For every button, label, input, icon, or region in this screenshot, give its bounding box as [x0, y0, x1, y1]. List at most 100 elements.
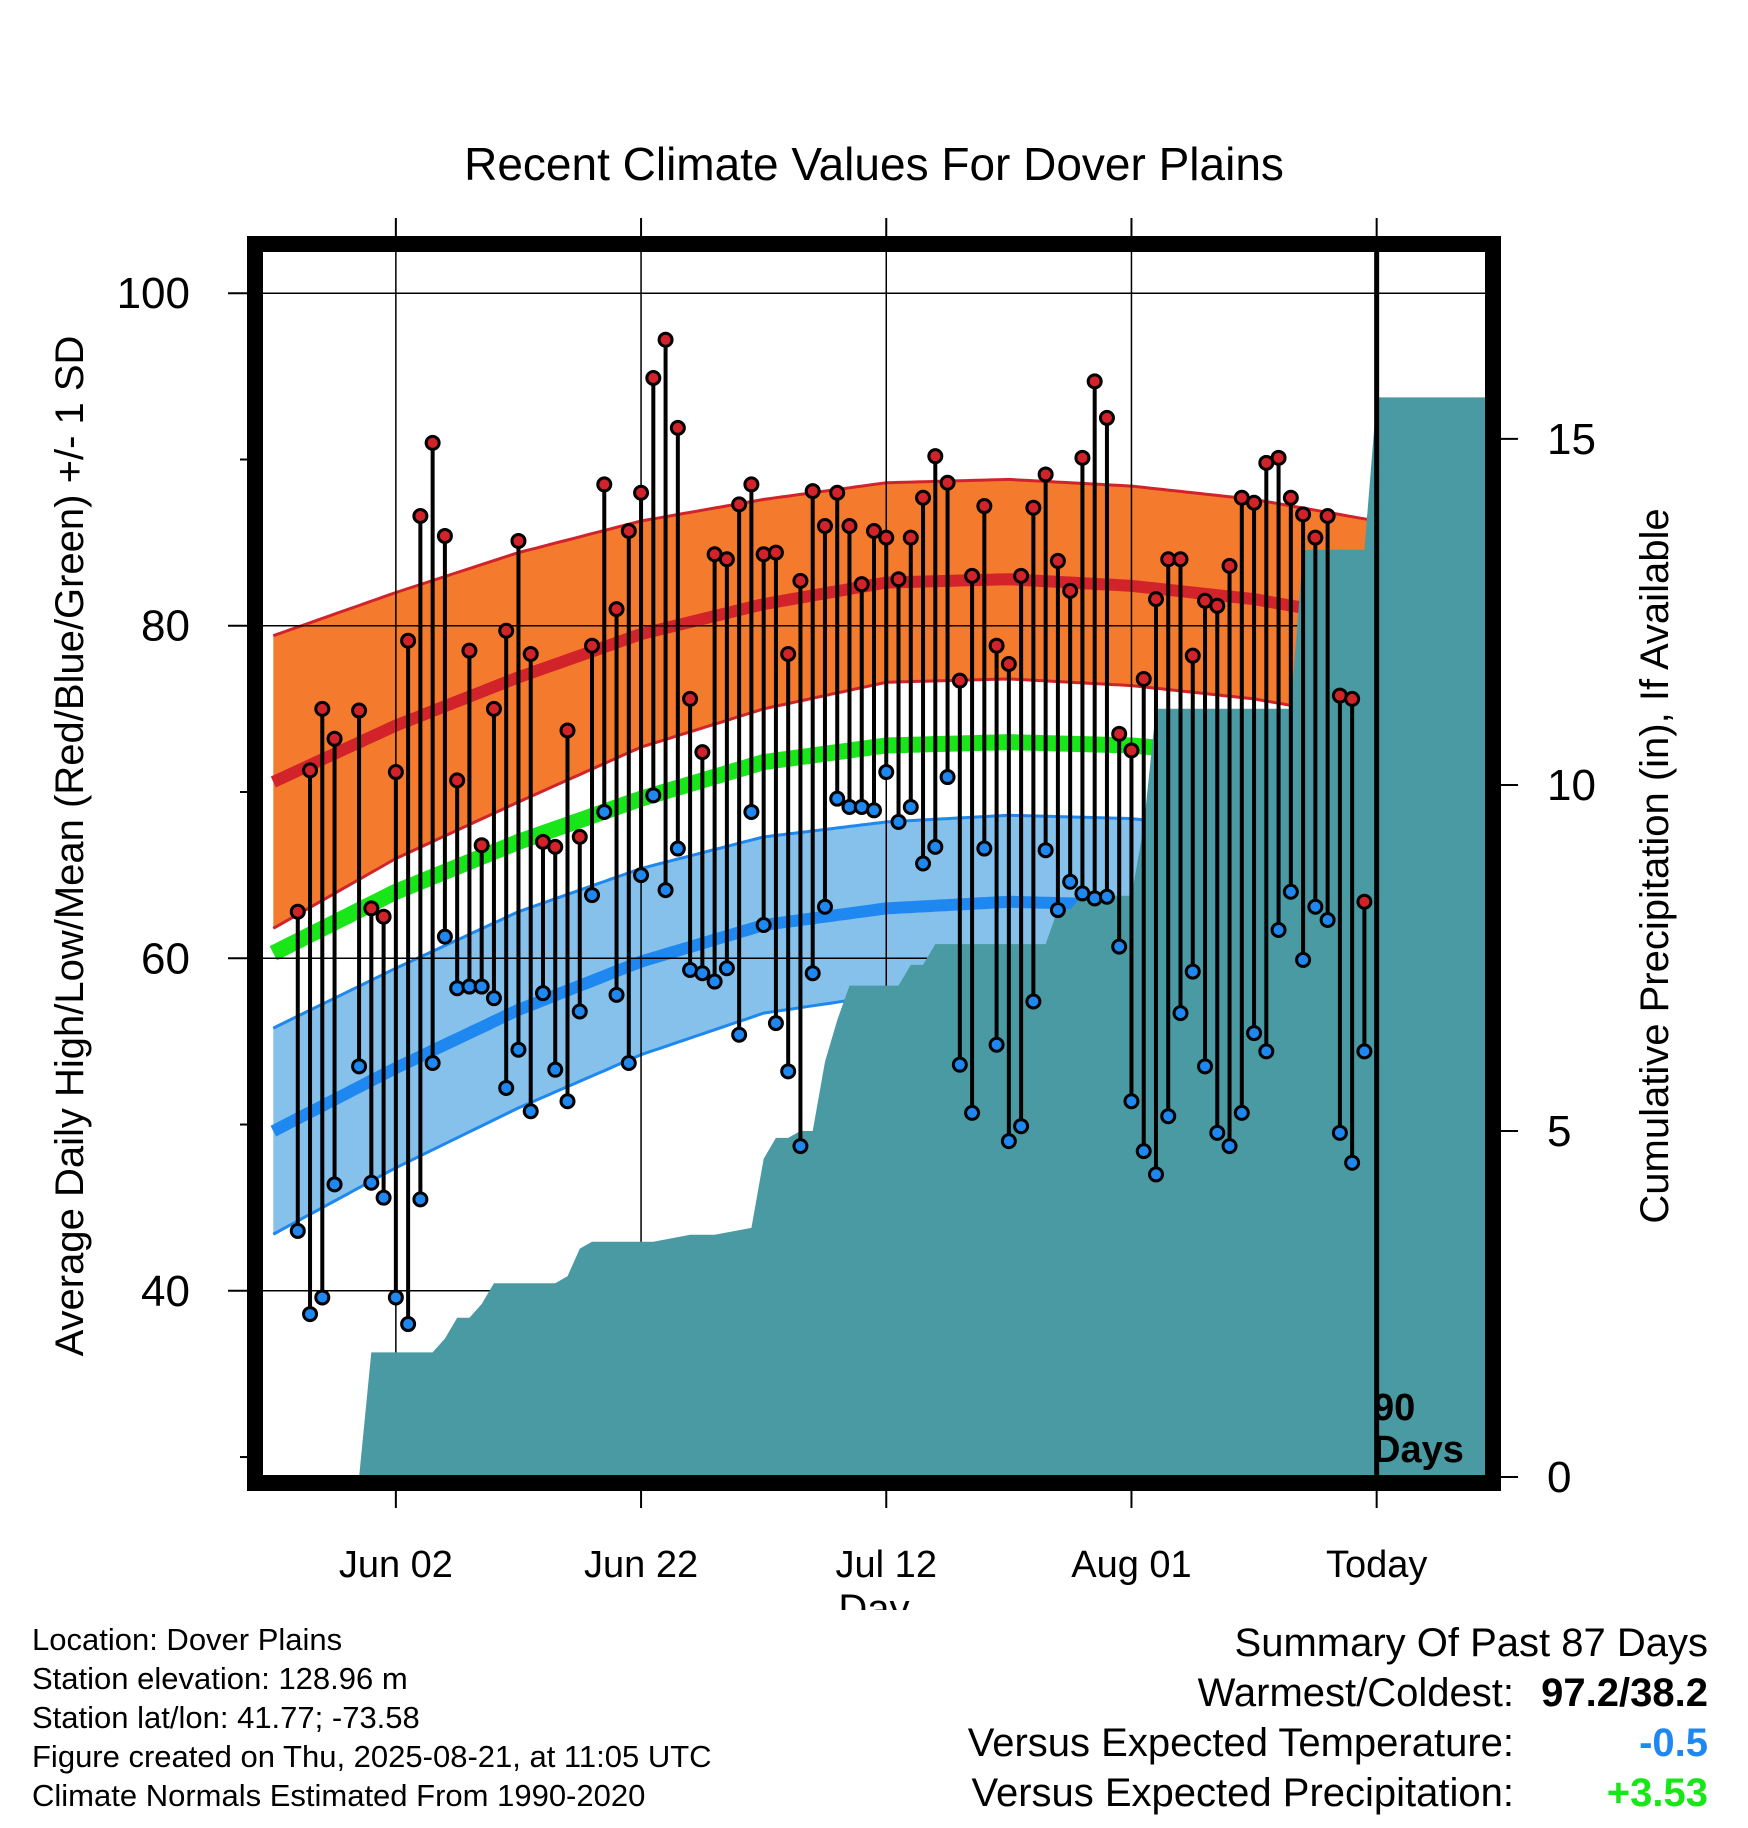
summary-precipitation: Versus Expected Precipitation: +3.53 [968, 1768, 1708, 1818]
daily-high-point [1147, 591, 1164, 608]
daily-low-point [584, 887, 601, 904]
summary-heading: Summary Of Past 87 Days [1234, 1621, 1708, 1665]
daily-high-point [1319, 508, 1336, 525]
daily-high-point [1025, 499, 1042, 516]
daily-high-point [485, 700, 502, 717]
daily-high-point [1123, 742, 1140, 759]
daily-low-point [1209, 1124, 1226, 1141]
daily-high-point [645, 370, 662, 387]
station-info: Location: Dover Plains Station elevation… [32, 1620, 712, 1815]
daily-low-point [1233, 1104, 1250, 1121]
station-elevation: Station elevation: 128.96 m [32, 1661, 408, 1696]
daily-high-point [915, 489, 932, 506]
daily-low-point [780, 1063, 797, 1080]
daily-low-point [314, 1289, 331, 1306]
daily-high-point [547, 838, 564, 855]
daily-high-point [731, 496, 748, 513]
daily-low-point [498, 1079, 515, 1096]
daily-high-point [682, 690, 699, 707]
daily-low-point [387, 1289, 404, 1306]
x-tick-label-3: Aug 01 [1071, 1544, 1191, 1586]
daily-low-point [302, 1306, 319, 1323]
daily-low-point [1123, 1093, 1140, 1110]
daily-low-point [988, 1036, 1005, 1053]
climate-chart: Recent Climate Values For Dover Plains J… [48, 138, 1677, 1610]
precip-vs-expected-label: Versus Expected Precipitation: [971, 1771, 1514, 1815]
daily-low-point [1331, 1124, 1348, 1141]
daily-low-point [1098, 888, 1115, 905]
daily-low-point [816, 898, 833, 915]
daily-low-point [1184, 963, 1201, 980]
daily-high-point [620, 522, 637, 539]
daily-low-point [1000, 1133, 1017, 1150]
daily-high-point [853, 576, 870, 593]
daily-low-point [804, 965, 821, 982]
daily-low-point [1356, 1043, 1373, 1060]
ticks-layer: Jun 02 Jun 22 Jul 12 Aug 01 Today10080604015… [117, 218, 1596, 1586]
station-latlon: Station lat/lon: 41.77; -73.58 [32, 1700, 420, 1735]
daily-low-point [1221, 1138, 1238, 1155]
daily-high-point [1356, 893, 1373, 910]
high-sd-upper-edge [272, 477, 1487, 638]
daily-high-point [792, 572, 809, 589]
y2-tick-label-3: 0 [1547, 1453, 1571, 1502]
daily-high-point [302, 762, 319, 779]
daily-high-point [1049, 552, 1066, 569]
daily-high-point [1344, 690, 1361, 707]
daily-low-point [927, 838, 944, 855]
x-tick-label-4: Today [1326, 1544, 1427, 1586]
high-sd-lower-edge [272, 677, 1487, 930]
y-tick-label-2: 60 [141, 934, 190, 983]
daily-high-point [289, 903, 306, 920]
normals-period: Climate Normals Estimated From 1990-2020 [32, 1778, 646, 1813]
daily-high-point [657, 331, 674, 348]
daily-low-point [534, 985, 551, 1002]
daily-low-point [400, 1316, 417, 1333]
chart-title: Recent Climate Values For Dover Plains [464, 138, 1284, 190]
observed-layer [289, 331, 1373, 1333]
daily-high-point [964, 567, 981, 584]
precip-layer [273, 397, 1487, 1477]
x-tick-label-0: Jun 02 [339, 1544, 453, 1586]
y2-tick-label-2: 5 [1547, 1107, 1571, 1156]
daily-high-point [571, 828, 588, 845]
x-tick-label-2: Jul 12 [836, 1544, 937, 1586]
daily-high-point [436, 527, 453, 544]
daily-high-point [890, 571, 907, 588]
daily-low-point [767, 1015, 784, 1032]
daily-low-point [1295, 951, 1312, 968]
daily-high-point [878, 529, 895, 546]
daily-high-point [351, 702, 368, 719]
daily-high-point [841, 517, 858, 534]
daily-high-point [1221, 557, 1238, 574]
daily-low-point [326, 1176, 343, 1193]
daily-low-point [1172, 1005, 1189, 1022]
daily-high-point [669, 419, 686, 436]
daily-high-point [1270, 449, 1287, 466]
daily-high-point [559, 722, 576, 739]
daily-low-point [375, 1189, 392, 1206]
warm-cold-label: Warmest/Coldest: [1197, 1671, 1514, 1715]
daily-high-point [718, 551, 735, 568]
daily-low-point [755, 917, 772, 934]
daily-high-point [804, 483, 821, 500]
daily-high-point [449, 772, 466, 789]
daily-high-point [1098, 409, 1115, 426]
daily-low-point [706, 973, 723, 990]
daily-high-point [608, 601, 625, 618]
y2-tick-label-1: 10 [1547, 761, 1596, 810]
daily-low-point [964, 1104, 981, 1121]
daily-low-point [559, 1093, 576, 1110]
daily-low-point [657, 882, 674, 899]
daily-high-point [375, 908, 392, 925]
daily-high-point [1246, 494, 1263, 511]
daily-low-point [485, 990, 502, 1007]
daily-low-point [473, 978, 490, 995]
figure-created: Figure created on Thu, 2025-08-21, at 11… [32, 1739, 712, 1774]
y-tick-label-0: 100 [117, 269, 190, 318]
daily-high-point [988, 637, 1005, 654]
daily-low-point [510, 1041, 527, 1058]
daily-high-point [927, 448, 944, 465]
daily-low-point [829, 790, 846, 807]
daily-high-point [780, 646, 797, 663]
